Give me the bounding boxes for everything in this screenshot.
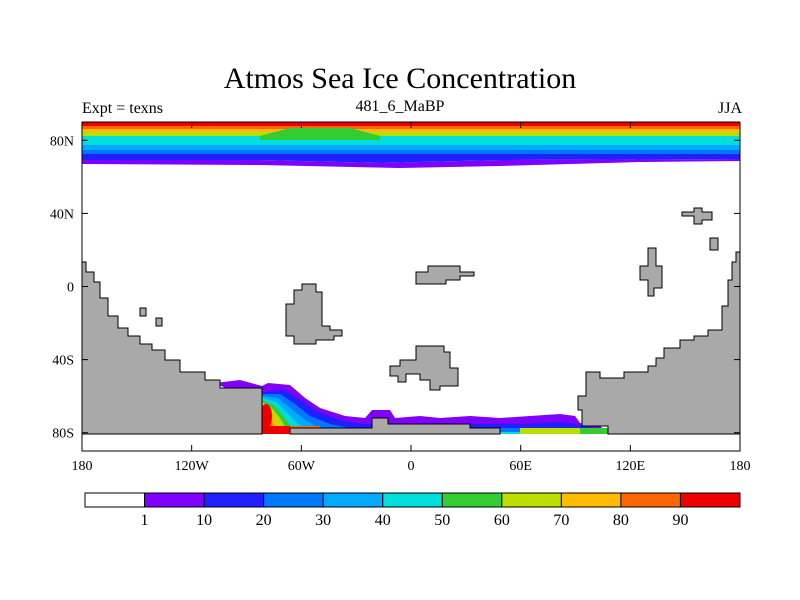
y-tick-label: 40N: [50, 207, 74, 222]
chart-title: Atmos Sea Ice Concentration: [223, 62, 577, 95]
colorbar-label: 1: [141, 512, 149, 529]
colorbar-swatch: [679, 492, 741, 508]
west-continent: [82, 261, 263, 435]
arctic-ice-band-60-b: [260, 128, 380, 140]
island-west-1: [139, 307, 147, 317]
arctic-ice-band-50: [82, 128, 740, 145]
island-north-1: [415, 265, 475, 285]
x-tick-label: 0: [408, 459, 415, 474]
arctic-ice-band-70: [82, 129, 740, 132]
island-east-2: [681, 207, 713, 225]
colorbar-swatch: [441, 492, 503, 508]
x-tick-label: 60W: [288, 459, 316, 474]
arctic-ice-band-60-a: [82, 132, 740, 136]
colorbar-swatch: [322, 492, 384, 508]
period-label: 481_6_MaBP: [355, 98, 445, 115]
antarctic-shelf-center: [289, 417, 501, 435]
antarctic-ice-east-b: [580, 428, 608, 434]
antarctic-ice-east: [520, 428, 610, 434]
island-west-2: [155, 317, 163, 327]
colorbar-label: 10: [196, 512, 212, 529]
colorbar: [84, 492, 741, 508]
arctic-ice-band-20: [82, 154, 740, 163]
colorbar-swatch: [382, 492, 443, 508]
colorbar-label: 30: [315, 512, 331, 529]
x-tick-label: 180: [730, 459, 751, 474]
season-label: JJA: [717, 100, 742, 117]
y-tick-label: 80N: [50, 134, 74, 149]
arctic-ice-band-40: [82, 145, 740, 150]
arctic-ice-band-30: [82, 150, 740, 154]
island-east-1: [639, 247, 663, 297]
colorbar-label: 80: [613, 512, 629, 529]
x-tick-label: 180: [72, 459, 93, 474]
y-tick-label: 0: [67, 281, 74, 296]
colorbar-swatch: [560, 492, 622, 508]
colorbar-swatch: [203, 492, 265, 508]
colorbar-label: 90: [672, 512, 688, 529]
antarctic-ice-edge: [250, 426, 290, 434]
colorbar-label: 70: [553, 512, 569, 529]
y-tick-label: 40S: [52, 354, 74, 369]
island-central-2: [389, 345, 459, 391]
colorbar-swatch: [501, 492, 562, 508]
arctic-ice-band-10: [82, 159, 740, 168]
antarctic-ice-10: [262, 390, 600, 434]
colorbar-label: 20: [256, 512, 272, 529]
colorbar-label: 60: [494, 512, 510, 529]
island-east-3: [709, 237, 719, 251]
colorbar-swatch: [144, 492, 205, 508]
x-tick-label: 120E: [616, 459, 646, 474]
colorbar-swatch: [620, 492, 681, 508]
y-tick-label: 80S: [52, 427, 74, 442]
colorbar-label: 50: [434, 512, 450, 529]
island-central-1: [285, 283, 343, 345]
colorbar-swatch: [84, 492, 146, 508]
antarctic-ice-90: [260, 404, 272, 428]
east-continent: [577, 251, 740, 435]
colorbar-swatch: [263, 492, 324, 508]
experiment-label: Expt = texns: [82, 100, 164, 117]
x-tick-label: 120W: [175, 459, 210, 474]
x-tick-label: 60E: [509, 459, 532, 474]
colorbar-label: 40: [375, 512, 391, 529]
